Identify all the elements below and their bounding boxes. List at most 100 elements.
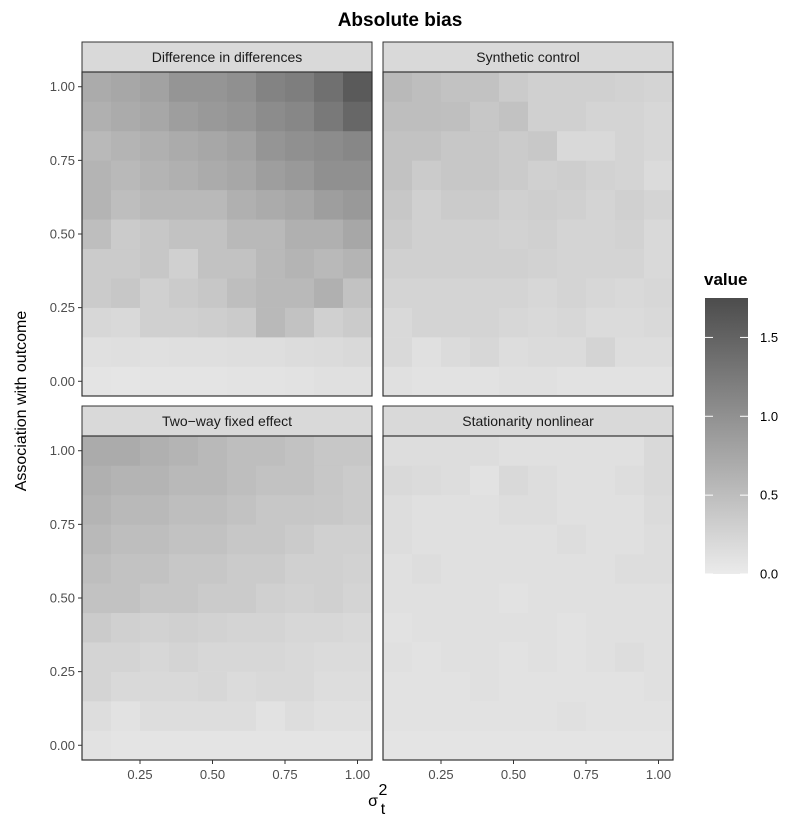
heatmap-cell bbox=[111, 72, 140, 102]
heatmap-cell bbox=[499, 219, 528, 249]
facet-panel: Synthetic control bbox=[383, 42, 673, 396]
heatmap-cell bbox=[314, 524, 343, 554]
heatmap-cell bbox=[557, 554, 586, 584]
facet-strip-label: Two−way fixed effect bbox=[162, 413, 292, 429]
heatmap-cell bbox=[256, 249, 285, 279]
heatmap-cell bbox=[256, 367, 285, 397]
heatmap-cell bbox=[383, 160, 412, 190]
heatmap-cell bbox=[441, 101, 470, 131]
heatmap-cell bbox=[557, 160, 586, 190]
heatmap-cell bbox=[285, 308, 314, 338]
heatmap-cell bbox=[343, 72, 372, 102]
heatmap-cell bbox=[412, 436, 441, 466]
heatmap-cell bbox=[528, 495, 557, 525]
heatmap-cell bbox=[586, 554, 615, 584]
heatmap-tiles bbox=[82, 436, 372, 760]
heatmap-cell bbox=[256, 308, 285, 338]
heatmap-cell bbox=[528, 465, 557, 495]
heatmap-cell bbox=[285, 731, 314, 761]
heatmap-cell bbox=[441, 436, 470, 466]
heatmap-cell bbox=[615, 131, 644, 161]
heatmap-cell bbox=[383, 524, 412, 554]
heatmap-cell bbox=[140, 642, 169, 672]
heatmap-cell bbox=[314, 554, 343, 584]
heatmap-cell bbox=[470, 701, 499, 731]
heatmap-cell bbox=[227, 219, 256, 249]
heatmap-cell bbox=[169, 101, 198, 131]
heatmap-cell bbox=[314, 190, 343, 220]
heatmap-cell bbox=[256, 554, 285, 584]
heatmap-cell bbox=[644, 308, 673, 338]
heatmap-cell bbox=[412, 583, 441, 613]
heatmap-cell bbox=[140, 278, 169, 308]
heatmap-cell bbox=[470, 554, 499, 584]
heatmap-cell bbox=[111, 554, 140, 584]
heatmap-cell bbox=[615, 524, 644, 554]
heatmap-cell bbox=[343, 131, 372, 161]
heatmap-cell bbox=[499, 465, 528, 495]
heatmap-cell bbox=[227, 583, 256, 613]
heatmap-cell bbox=[285, 701, 314, 731]
heatmap-cell bbox=[557, 190, 586, 220]
heatmap-cell bbox=[412, 131, 441, 161]
heatmap-cell bbox=[140, 672, 169, 702]
heatmap-cell bbox=[528, 672, 557, 702]
heatmap-cell bbox=[169, 465, 198, 495]
heatmap-cell bbox=[169, 219, 198, 249]
heatmap-cell bbox=[586, 72, 615, 102]
heatmap-cell bbox=[82, 524, 111, 554]
y-tick-label: 0.75 bbox=[50, 517, 75, 532]
heatmap-cell bbox=[140, 583, 169, 613]
heatmap-cell bbox=[441, 131, 470, 161]
heatmap-cell bbox=[111, 524, 140, 554]
heatmap-cell bbox=[441, 278, 470, 308]
legend-tick-label: 1.5 bbox=[760, 330, 778, 345]
heatmap-cell bbox=[557, 278, 586, 308]
heatmap-cell bbox=[82, 72, 111, 102]
heatmap-cell bbox=[198, 131, 227, 161]
heatmap-cell bbox=[383, 190, 412, 220]
heatmap-cell bbox=[198, 465, 227, 495]
heatmap-cell bbox=[198, 701, 227, 731]
heatmap-cell bbox=[111, 219, 140, 249]
heatmap-cell bbox=[470, 160, 499, 190]
heatmap-cell bbox=[644, 731, 673, 761]
heatmap-cell bbox=[383, 308, 412, 338]
heatmap-cell bbox=[140, 337, 169, 367]
heatmap-cell bbox=[383, 219, 412, 249]
heatmap-cell bbox=[499, 278, 528, 308]
heatmap-cell bbox=[586, 308, 615, 338]
heatmap-cell bbox=[586, 731, 615, 761]
heatmap-cell bbox=[343, 554, 372, 584]
heatmap-cell bbox=[499, 613, 528, 643]
heatmap-cell bbox=[169, 613, 198, 643]
heatmap-cell bbox=[615, 249, 644, 279]
heatmap-cell bbox=[615, 101, 644, 131]
heatmap-cell bbox=[441, 72, 470, 102]
heatmap-cell bbox=[343, 524, 372, 554]
heatmap-cell bbox=[615, 701, 644, 731]
facet-strip-label: Difference in differences bbox=[152, 49, 302, 65]
heatmap-cell bbox=[383, 101, 412, 131]
heatmap-cell bbox=[644, 583, 673, 613]
heatmap-cell bbox=[528, 583, 557, 613]
heatmap-cell bbox=[169, 731, 198, 761]
heatmap-cell bbox=[140, 495, 169, 525]
heatmap-cell bbox=[528, 554, 557, 584]
heatmap-cell bbox=[285, 465, 314, 495]
heatmap-cell bbox=[169, 642, 198, 672]
heatmap-cell bbox=[586, 219, 615, 249]
heatmap-cell bbox=[227, 367, 256, 397]
heatmap-cell bbox=[499, 308, 528, 338]
heatmap-cell bbox=[140, 249, 169, 279]
facet-panel: Two−way fixed effect bbox=[82, 406, 372, 760]
heatmap-cell bbox=[412, 554, 441, 584]
heatmap-cell bbox=[198, 672, 227, 702]
heatmap-cell bbox=[412, 160, 441, 190]
heatmap-cell bbox=[285, 583, 314, 613]
y-tick-label: 0.50 bbox=[50, 227, 75, 242]
heatmap-cell bbox=[285, 672, 314, 702]
heatmap-cell bbox=[198, 160, 227, 190]
legend-tick-label: 0.0 bbox=[760, 567, 778, 582]
